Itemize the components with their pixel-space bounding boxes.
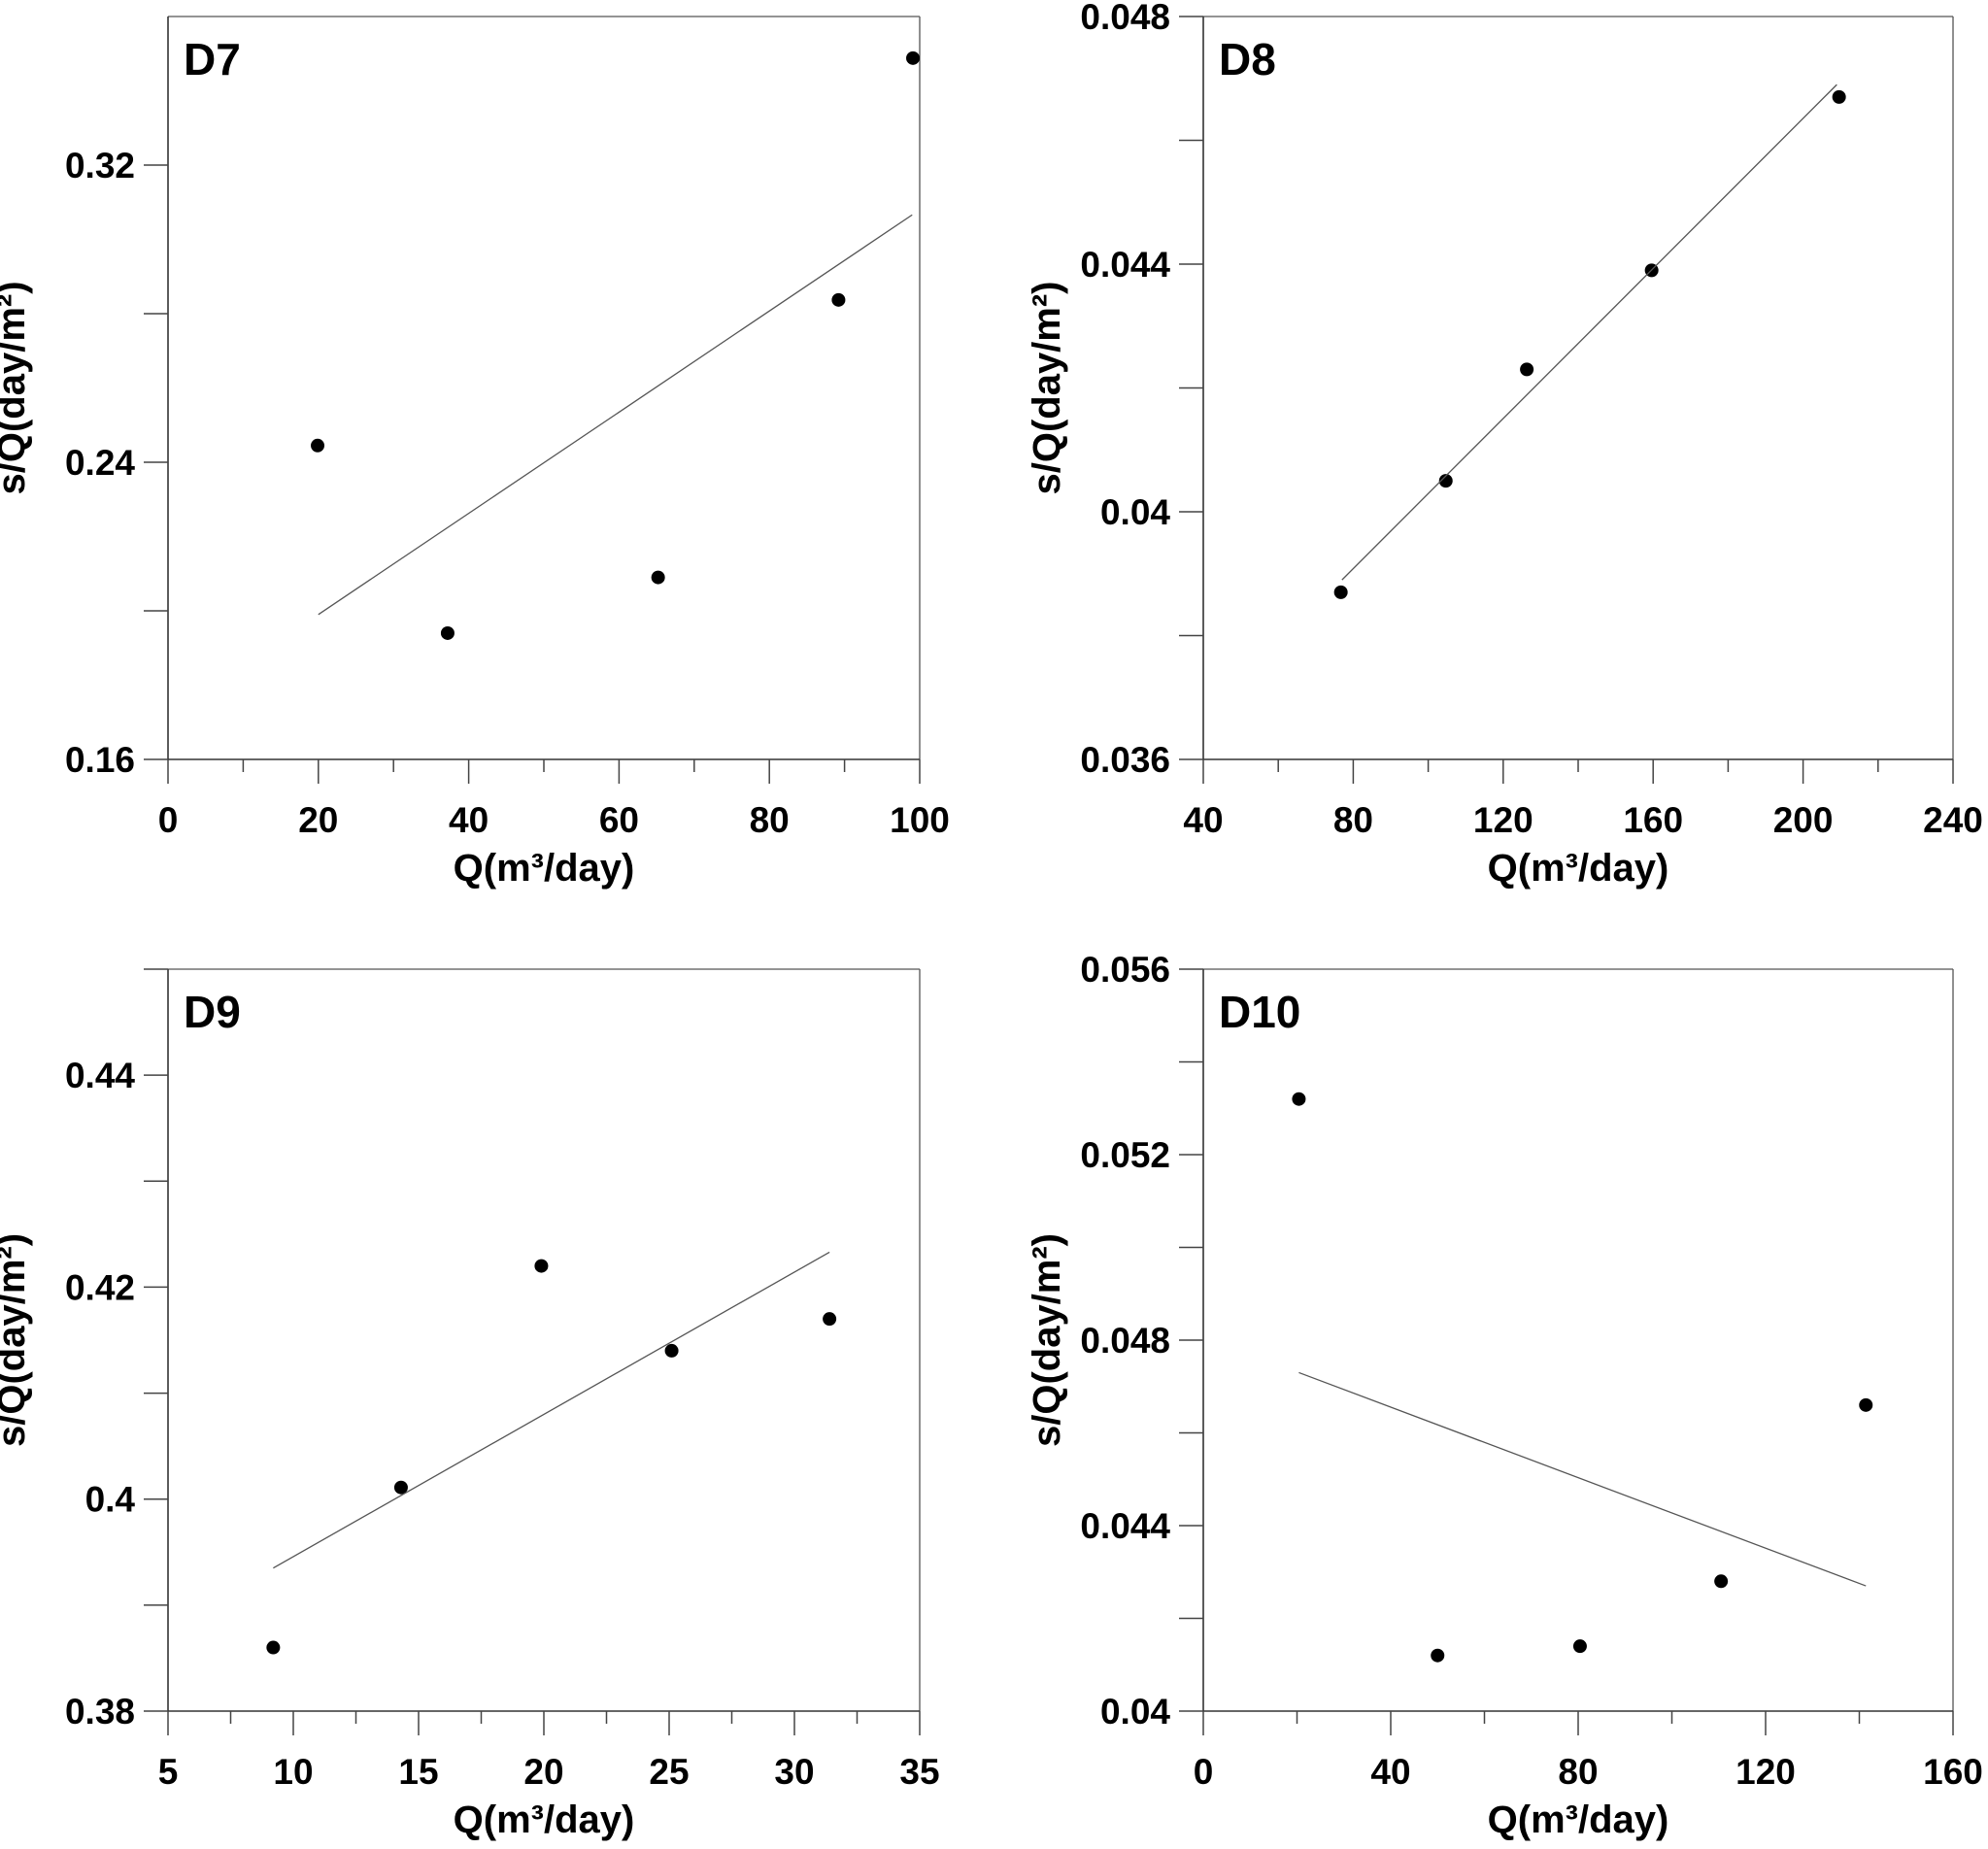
x-tick-label: 10 — [273, 1752, 313, 1792]
x-axis-title: Q(m³/day) — [454, 847, 635, 890]
y-tick-label: 0.32 — [65, 146, 135, 185]
data-point — [1431, 1648, 1445, 1663]
data-point — [1292, 1092, 1306, 1106]
data-point — [1572, 1639, 1587, 1654]
x-tick-label: 120 — [1735, 1752, 1796, 1792]
x-tick-label: 240 — [1923, 800, 1983, 840]
x-tick-label: 30 — [774, 1752, 814, 1792]
x-tick-label: 20 — [523, 1752, 563, 1792]
x-tick-label: 80 — [750, 800, 790, 840]
y-axis-title: s/Q(day/m²) — [0, 281, 33, 494]
y-axis-title: s/Q(day/m²) — [0, 1233, 33, 1447]
y-tick-label: 0.04 — [1100, 1692, 1170, 1731]
x-tick-label: 0 — [1194, 1752, 1214, 1792]
x-tick-label: 5 — [158, 1752, 179, 1792]
data-point — [906, 50, 921, 65]
data-point — [534, 1259, 549, 1273]
regression-line — [273, 1251, 830, 1569]
x-tick-label: 40 — [1183, 800, 1223, 840]
data-point — [664, 1343, 679, 1358]
y-tick-label: 0.056 — [1080, 950, 1170, 990]
x-tick-label: 100 — [890, 800, 950, 840]
x-tick-label: 25 — [649, 1752, 689, 1792]
panel-label: D7 — [184, 34, 241, 84]
data-point — [1714, 1574, 1729, 1589]
data-point — [1333, 585, 1348, 599]
y-tick-label: 0.052 — [1080, 1135, 1170, 1175]
y-tick-label: 0.048 — [1080, 1321, 1170, 1361]
y-tick-label: 0.044 — [1080, 1506, 1170, 1546]
y-tick-label: 0.16 — [65, 740, 135, 780]
regression-line — [1298, 1371, 1867, 1587]
x-axis-title: Q(m³/day) — [454, 1799, 635, 1841]
y-tick-label: 0.44 — [65, 1056, 135, 1095]
panel-label: D8 — [1219, 34, 1276, 84]
x-tick-label: 40 — [1370, 1752, 1410, 1792]
x-tick-label: 20 — [298, 800, 338, 840]
data-point — [651, 570, 665, 585]
data-point — [266, 1640, 281, 1655]
x-tick-label: 60 — [599, 800, 639, 840]
panel-d8: 40 80 120 160 200 240 0.036 0.04 0.044 0.048 Q(m³/… — [1026, 0, 1983, 890]
y-tick-label: 0.048 — [1080, 0, 1170, 37]
x-tick-label: 15 — [398, 1752, 438, 1792]
x-tick-label: 200 — [1773, 800, 1834, 840]
y-tick-label: 0.4 — [85, 1480, 136, 1520]
x-tick-label: 80 — [1558, 1752, 1598, 1792]
data-point — [311, 438, 325, 453]
data-point — [393, 1480, 408, 1495]
regression-line — [318, 214, 913, 616]
panel-label: D9 — [184, 987, 241, 1037]
y-tick-label: 0.24 — [65, 443, 135, 483]
x-tick-label: 160 — [1923, 1752, 1983, 1792]
x-tick-label: 120 — [1473, 800, 1533, 840]
y-tick-label: 0.036 — [1080, 740, 1170, 780]
y-axis-title: s/Q(day/m²) — [1026, 281, 1068, 494]
regression-line — [1341, 84, 1837, 581]
data-point — [1859, 1397, 1873, 1412]
data-point — [823, 1312, 837, 1327]
panel-d10: 0 40 80 120 160 0.04 0.044 0.048 0.052 0.056 Q(m³/… — [1026, 950, 1983, 1841]
x-axis-title: Q(m³/day) — [1488, 847, 1669, 890]
x-axis-title: Q(m³/day) — [1488, 1799, 1669, 1841]
x-tick-label: 160 — [1623, 800, 1683, 840]
data-point — [440, 625, 455, 640]
y-axis-title: s/Q(day/m²) — [1026, 1233, 1068, 1447]
data-point — [1438, 474, 1453, 488]
x-tick-label: 35 — [899, 1752, 939, 1792]
panel-d9: 5 10 15 20 25 30 35 0.38 0.4 0.42 0.44 Q(m³/day) s/Q… — [0, 968, 940, 1841]
panel-label: D10 — [1219, 987, 1300, 1037]
x-tick-label: 40 — [449, 800, 489, 840]
y-tick-label: 0.044 — [1080, 245, 1170, 285]
data-point — [831, 292, 846, 307]
data-point — [1520, 362, 1534, 377]
y-tick-label: 0.04 — [1100, 492, 1170, 532]
x-tick-label: 80 — [1333, 800, 1373, 840]
y-tick-label: 0.38 — [65, 1692, 135, 1731]
panel-d7: 0 20 40 60 80 100 0.16 0.24 0.32 Q(m³/day) s/Q(day… — [0, 16, 950, 890]
y-tick-label: 0.42 — [65, 1267, 135, 1307]
data-point — [1832, 89, 1846, 104]
x-tick-label: 0 — [158, 800, 179, 840]
